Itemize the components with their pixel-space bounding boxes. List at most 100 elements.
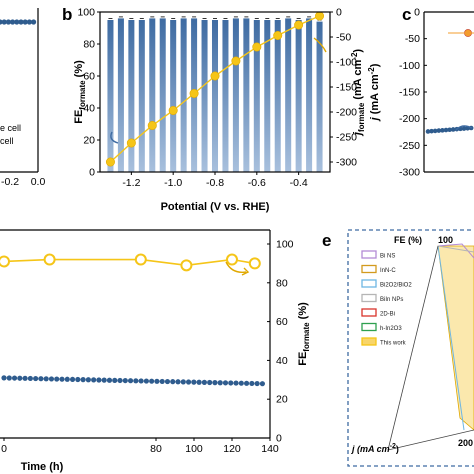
fe-bar <box>180 18 187 173</box>
xtick-label: -1.2 <box>122 177 140 189</box>
panel-b-right-ylabel: jformate (mA cm-2) <box>350 49 366 138</box>
radar-bi2o2-line <box>437 245 465 431</box>
current-point <box>105 157 115 167</box>
radar-base-axis <box>387 429 474 451</box>
ytick-right-label: 20 <box>276 394 288 406</box>
current-point <box>201 379 207 385</box>
ytick-label: -300 <box>399 167 420 179</box>
xtick-label: -0.4 <box>290 177 308 189</box>
panel-b-left-arrow <box>110 131 119 144</box>
current-point <box>273 30 283 40</box>
fe-point <box>0 255 10 268</box>
fe-bar <box>201 20 208 172</box>
panel-a-legend-text-1: e cell <box>0 123 21 133</box>
current-point <box>315 11 325 21</box>
fe-point <box>226 253 238 266</box>
current-point <box>154 378 160 384</box>
current-point <box>254 380 260 387</box>
ytick-right-label: 0 <box>336 7 342 19</box>
radar-j-axis-label: j (mA cm-2) <box>351 443 399 454</box>
panel-c-point <box>425 129 431 134</box>
current-point <box>85 377 91 383</box>
fe-bar <box>149 18 156 173</box>
ytick-right-label: -150 <box>336 82 357 94</box>
current-point <box>1 375 7 381</box>
ytick-right-label: -300 <box>336 157 357 169</box>
panel-b-right-arrow <box>313 37 327 53</box>
panel-a-point <box>18 19 24 25</box>
current-point <box>117 377 123 384</box>
ytick-right-label: 0 <box>276 433 282 445</box>
current-point <box>243 380 250 386</box>
panel-d-right-ylabel: FEformate (%) <box>297 302 311 366</box>
legend-swatch <box>361 279 377 288</box>
current-point <box>207 379 213 386</box>
fe-line <box>3 258 255 267</box>
current-point <box>143 378 149 384</box>
current-point <box>217 380 223 386</box>
fe-bar <box>264 20 271 172</box>
ytick-label: -250 <box>399 140 420 152</box>
panel-a-xtick: -0.2 <box>1 176 19 188</box>
current-point <box>101 377 107 383</box>
panel-a-point <box>30 19 37 25</box>
fe-bar <box>285 18 292 173</box>
current-point <box>64 376 70 382</box>
panel-d-current-series <box>1 375 265 387</box>
panel-b-ticks: -1.2 -1.0 -0.8 -0.6 -0.4 0 20 40 60 80 100 0 -50 -100… <box>77 7 357 190</box>
current-point <box>80 377 86 383</box>
legend-swatch <box>361 250 377 259</box>
fe-bar <box>107 20 114 172</box>
current-point <box>294 20 304 30</box>
panel-d-fe-series <box>0 253 261 272</box>
panel-c-letter: c <box>402 5 411 24</box>
current-point <box>112 377 118 383</box>
panel-c-fragment: c 0 -50 -100 -150 -200 -250 -300 j (mA cm-2) <box>367 5 474 179</box>
current-point <box>96 377 102 383</box>
xtick-label: 100 <box>185 443 203 455</box>
fe-bar <box>274 20 281 172</box>
panel-c-point <box>461 126 467 131</box>
radar-biin-line <box>437 245 474 253</box>
ytick-right-label: -200 <box>336 107 357 119</box>
current-point <box>11 375 18 381</box>
radar-bi-ns-line <box>437 243 474 259</box>
panel-b-letter: b <box>62 5 72 24</box>
current-point <box>168 106 178 116</box>
current-point <box>54 376 60 382</box>
ytick-right-label: -100 <box>336 57 357 69</box>
panel-b-left-ylabel: FEformate (%) <box>73 60 87 124</box>
current-point <box>175 379 181 385</box>
legend-label: h-In2O3 <box>380 326 402 332</box>
current-point <box>133 378 139 384</box>
radar-fe-axis-label: FE (%) <box>394 235 422 245</box>
current-point <box>212 380 218 386</box>
xtick-label: 0 <box>1 443 7 455</box>
panel-c-series <box>425 29 474 134</box>
current-point <box>249 380 255 387</box>
current-point <box>180 379 186 385</box>
radar-this-work-area <box>437 245 474 431</box>
ytick-label: -150 <box>399 87 420 99</box>
ytick-left-label: 0 <box>89 167 95 179</box>
panel-a-point <box>22 19 28 25</box>
current-point <box>43 376 49 382</box>
panel-c-point <box>432 128 438 134</box>
legend-swatch <box>361 293 377 303</box>
legend-swatch <box>361 264 377 274</box>
current-point <box>231 56 241 66</box>
current-point <box>106 377 113 383</box>
current-point <box>233 380 239 386</box>
legend-label: Bi2O2/BiO2 <box>380 283 412 289</box>
current-point <box>127 378 134 384</box>
fe-bar <box>170 20 177 172</box>
current-point <box>189 89 199 99</box>
fe-bar <box>211 20 219 172</box>
radar-right-axis-fragment: 200 <box>458 438 473 448</box>
panel-b-bars <box>107 16 323 173</box>
panel-e-dashed-frame <box>347 229 474 467</box>
xtick-label: 140 <box>261 443 279 455</box>
current-point <box>191 379 197 385</box>
